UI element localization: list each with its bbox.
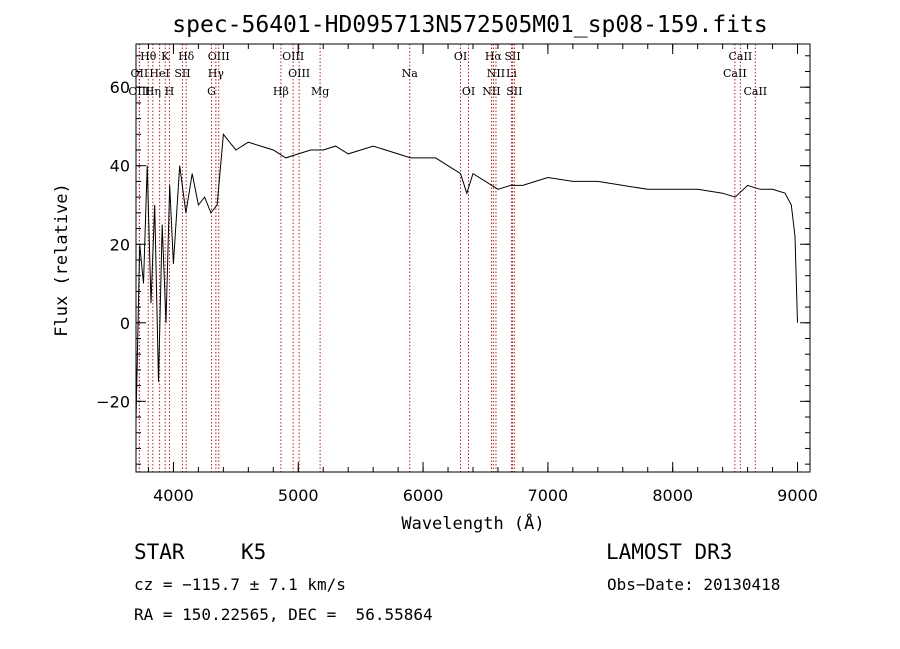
spectral-line-label: OIII — [128, 85, 150, 98]
spectral-line-label: K — [161, 50, 170, 63]
coordinates-readout: RA = 150.22565, DEC = 56.55864 — [134, 605, 433, 624]
spectral-line-label: HeI — [149, 67, 169, 80]
x-axis-label: Wavelength (Å) — [401, 512, 544, 534]
spectral-line-label: CaII — [723, 67, 747, 80]
spectral-line-label: OIII — [288, 67, 310, 80]
spectral-line-label: SII — [504, 50, 520, 63]
spectral-line-label: OI — [462, 85, 475, 98]
y-axis-label: Flux (relative) — [52, 183, 72, 337]
x-tick-label: 5000 — [278, 486, 319, 505]
chart-title: spec-56401-HD095713N572505M01_sp08-159.f… — [172, 12, 767, 38]
spectral-line-label: OIII — [208, 50, 230, 63]
redshift-readout: cz = −115.7 ± 7.1 km/s — [134, 575, 346, 594]
spectral-line-label: SII — [174, 67, 190, 80]
y-tick-label: 0 — [120, 314, 130, 333]
x-tick-label: 9000 — [777, 486, 818, 505]
spectral-line-label: SII — [506, 85, 522, 98]
object-type: STAR — [134, 540, 185, 564]
y-tick-label: −20 — [96, 392, 130, 411]
x-tick-label: 8000 — [652, 486, 693, 505]
y-tick-label: 40 — [110, 157, 130, 176]
y-tick-label: 60 — [110, 78, 130, 97]
spectral-line-label: Hθ — [140, 50, 157, 63]
x-tick-label: 7000 — [528, 486, 569, 505]
axis-ticks: 4000 5000 6000 7000 8000 9000 −20 0 20 40 60 — [96, 44, 818, 505]
spectral-line-label: NII — [487, 67, 505, 80]
plot-frame — [135, 43, 811, 473]
survey-name: LAMOST DR3 — [606, 540, 733, 564]
spectral-line-label: H — [165, 85, 175, 98]
spectral-line-label: Hβ — [273, 85, 289, 98]
x-tick-label: 4000 — [153, 486, 194, 505]
observation-date: Obs−Date: 20130418 — [607, 575, 781, 594]
spectral-line-label: CaII — [743, 85, 767, 98]
y-tick-label: 20 — [110, 235, 130, 254]
spectral-line-label: Mg — [311, 85, 329, 98]
x-tick-label: 6000 — [403, 486, 444, 505]
spectral-line-label: OIII — [282, 50, 304, 63]
spectrum-line — [135, 132, 798, 422]
spectral-line-label: G — [207, 85, 216, 98]
spectral-line-label: Hη — [145, 85, 161, 98]
spectral-line-label: Hγ — [208, 67, 225, 80]
spectral-line-label: Li — [506, 67, 517, 80]
spectral-line-label: Hα — [485, 50, 503, 63]
spectral-line-label: Hδ — [178, 50, 195, 63]
spectral-line-label: NII — [482, 85, 500, 98]
spectrum-series — [135, 132, 798, 422]
object-subclass: K5 — [241, 540, 267, 564]
spectral-line-label: CaII — [729, 50, 753, 63]
spectral-line-label: Na — [402, 67, 419, 80]
spectral-line-label: OI — [454, 50, 467, 63]
